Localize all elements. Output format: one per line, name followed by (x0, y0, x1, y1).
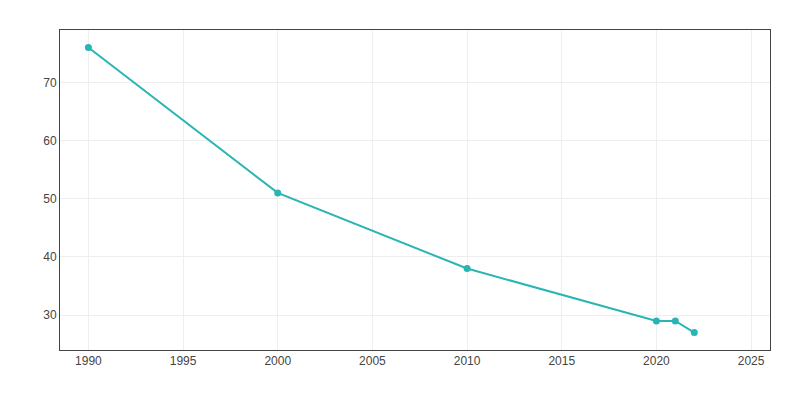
svg-text:2005: 2005 (359, 354, 386, 368)
svg-text:2015: 2015 (548, 354, 575, 368)
svg-text:30: 30 (43, 308, 57, 322)
svg-text:1995: 1995 (170, 354, 197, 368)
svg-text:70: 70 (43, 76, 57, 90)
svg-text:2025: 2025 (738, 354, 765, 368)
svg-text:50: 50 (43, 192, 57, 206)
svg-text:2020: 2020 (643, 354, 670, 368)
svg-text:40: 40 (43, 250, 57, 264)
svg-text:2010: 2010 (454, 354, 481, 368)
svg-text:2000: 2000 (264, 354, 291, 368)
svg-text:60: 60 (43, 134, 57, 148)
svg-text:1990: 1990 (75, 354, 102, 368)
